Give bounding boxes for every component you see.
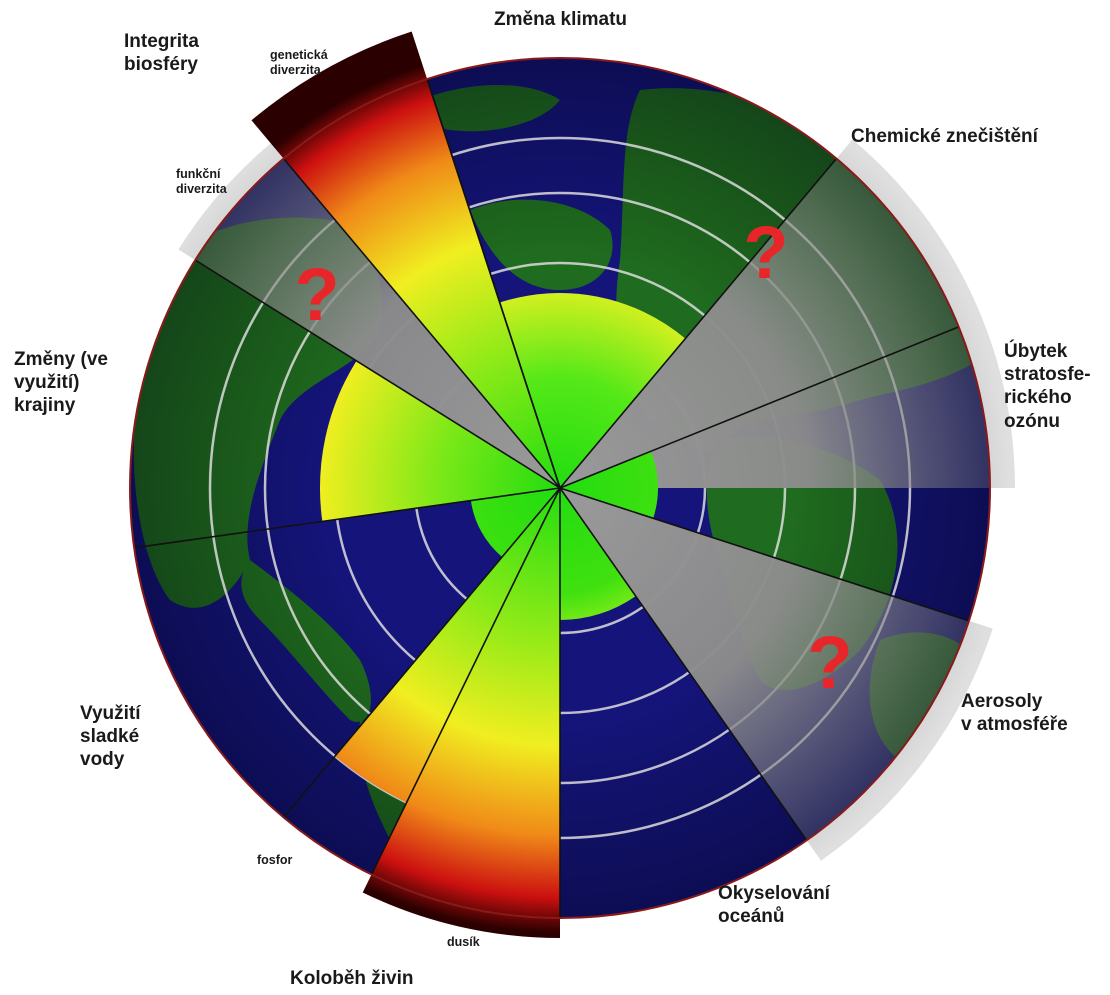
wedge-functional-diversity <box>178 143 560 488</box>
unknown-marker-aerosols: ? <box>807 621 852 704</box>
wedge-ocean-acidification <box>560 488 636 620</box>
unknown-marker-functional-diversity: ? <box>294 253 339 336</box>
label-functional-diversity: funkční diverzita <box>176 167 227 197</box>
label-climate-change: Změna klimatu <box>494 9 628 30</box>
sector-divider-2 <box>559 158 838 489</box>
label-atmospheric-aerosols: Aerosoly v atmosféře <box>961 691 1068 736</box>
label-freshwater-use: Využití sladké vody <box>80 703 141 771</box>
wedge-stratospheric-ozone <box>560 451 658 519</box>
label-genetic-diversity: genetická diverzita <box>270 48 328 78</box>
globe-rim <box>129 57 991 919</box>
wedge-genetic-diversity <box>251 31 560 489</box>
unknown-marker-chemical-pollution: ? <box>743 211 788 294</box>
sector-divider-5 <box>559 487 808 841</box>
label-phosphorus: fosfor <box>257 853 293 867</box>
label-nutrient-cycles: Koloběh živin <box>290 968 414 989</box>
sector-divider-10 <box>194 259 561 489</box>
sector-divider-11 <box>282 158 561 489</box>
wedge-freshwater-use <box>470 488 560 557</box>
sector-divider-3 <box>559 326 959 489</box>
label-land-use-change: Změny (ve využití) krajiny <box>14 349 108 417</box>
label-biosphere-integrity: Integrita biosféry <box>124 31 199 76</box>
wedge-climate-change <box>499 292 686 488</box>
wedge-land-use-change <box>320 360 560 522</box>
sector-divider-4 <box>559 487 970 622</box>
sector-divider-12 <box>426 78 561 489</box>
sector-divider-7 <box>370 487 561 875</box>
sector-dividers <box>134 78 970 918</box>
wedge-nitrogen <box>362 488 560 938</box>
label-ocean-acidification: Okyselování oceánů <box>718 883 830 928</box>
sector-divider-9 <box>134 487 561 549</box>
label-nitrogen: dusík <box>447 935 480 949</box>
label-chemical-pollution: Chemické znečištění <box>851 126 1038 147</box>
label-stratospheric-ozone: Úbytek stratosfe- rického ozónu <box>1004 341 1091 432</box>
wedge-atmospheric-aerosols <box>560 488 993 861</box>
wedge-phosphorus <box>335 488 560 803</box>
sector-divider-8 <box>282 487 561 818</box>
